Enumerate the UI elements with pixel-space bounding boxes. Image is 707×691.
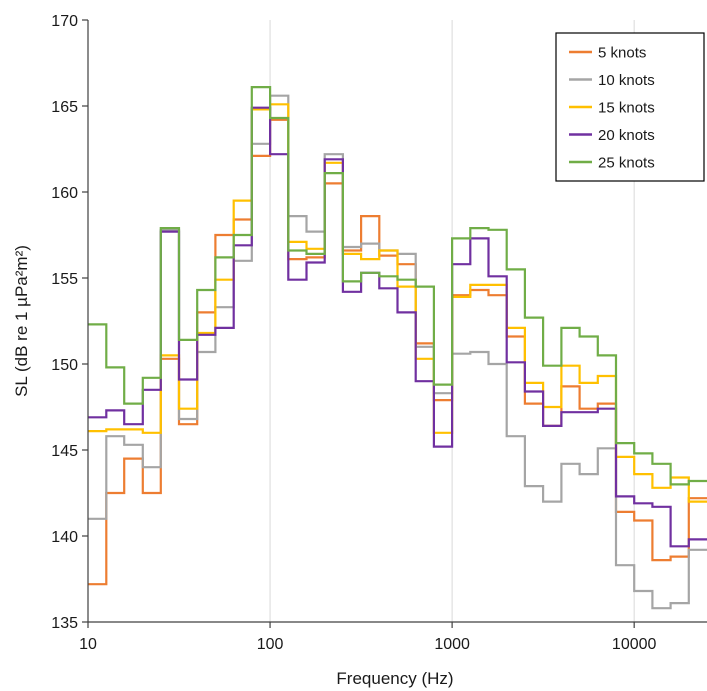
- y-tick-label: 155: [51, 271, 78, 288]
- legend-label-20-knots: 20 knots: [598, 127, 655, 144]
- y-tick-labels: 135 140 145 150 155 160 165 170: [51, 13, 78, 632]
- x-tick-label: 100: [257, 636, 284, 653]
- series-layer: [88, 86, 707, 610]
- y-tick-label: 170: [51, 13, 78, 30]
- series-line-25-knots: [88, 86, 707, 486]
- x-tick-label: 10000: [612, 636, 657, 653]
- x-tick-label: 10: [79, 636, 97, 653]
- x-tick-label: 1000: [434, 636, 470, 653]
- legend-label-25-knots: 25 knots: [598, 155, 655, 172]
- y-tick-label: 135: [51, 615, 78, 632]
- legend-label-10-knots: 10 knots: [598, 72, 655, 89]
- y-tick-label: 150: [51, 357, 78, 374]
- series-line-20-knots: [88, 106, 707, 548]
- y-axis-title: SL (dB re 1 µPa²m²): [12, 245, 31, 397]
- y-tick-label: 160: [51, 185, 78, 202]
- x-axis-title: Frequency (Hz): [336, 669, 453, 688]
- legend-label-15-knots: 15 knots: [598, 100, 655, 117]
- axes: [82, 19, 707, 628]
- legend: 5 knots 10 knots 15 knots 20 knots 25 knots: [555, 32, 705, 182]
- y-tick-label: 165: [51, 99, 78, 116]
- y-tick-label: 145: [51, 443, 78, 460]
- y-tick-label: 140: [51, 529, 78, 546]
- x-tick-labels: 10 100 1000 10000: [79, 636, 656, 653]
- legend-label-5-knots: 5 knots: [598, 45, 646, 62]
